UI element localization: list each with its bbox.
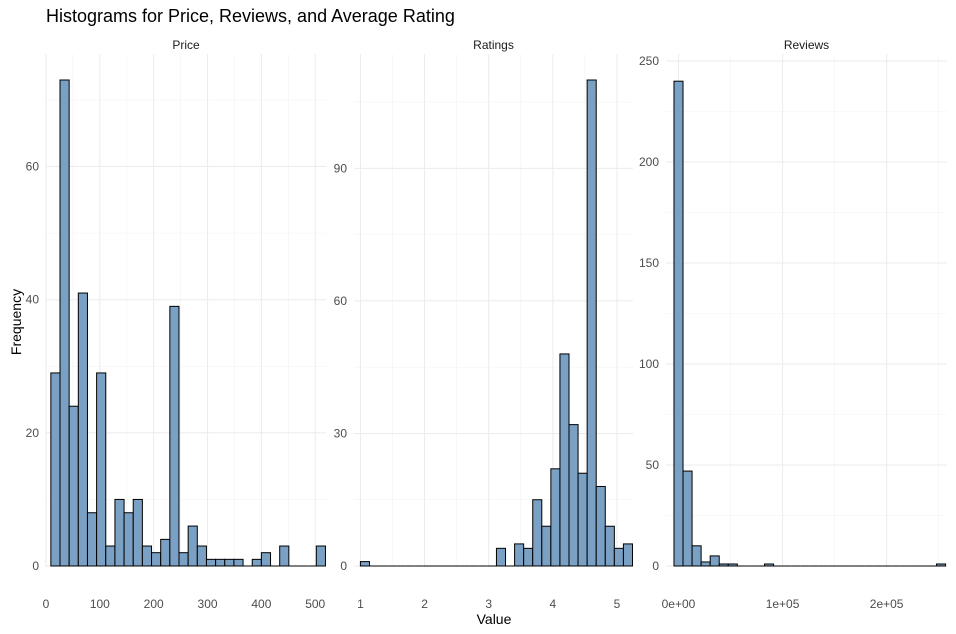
x-tick-label: 300 xyxy=(198,597,218,611)
panel-ratings: Ratings 1 2 3 4 5 0 30 60 90 xyxy=(334,38,633,611)
histogram-bar xyxy=(604,525,615,567)
histogram-bar xyxy=(532,499,543,567)
y-tick-label: 90 xyxy=(334,161,348,175)
histogram-bar xyxy=(114,498,125,567)
histogram-bar xyxy=(86,512,98,567)
histogram-bar xyxy=(68,405,79,567)
histogram-bar xyxy=(764,563,775,567)
histogram-bar xyxy=(260,552,272,567)
histogram-bar xyxy=(577,472,588,567)
y-tick-label: 30 xyxy=(334,426,348,440)
histogram-bar xyxy=(359,561,370,567)
histogram-bar xyxy=(141,545,153,567)
histogram-bar xyxy=(205,558,217,567)
histogram-bar xyxy=(709,555,720,567)
histogram-bar xyxy=(691,545,702,567)
histogram-bar xyxy=(523,547,534,567)
histogram-bar xyxy=(251,558,262,567)
histogram-bar xyxy=(586,79,597,567)
histogram-bar xyxy=(123,512,134,567)
histogram-bar xyxy=(673,80,684,567)
histogram-bar xyxy=(622,543,633,567)
histogram-bar xyxy=(559,353,570,567)
histogram-bar xyxy=(495,547,507,567)
histogram-bar xyxy=(279,545,290,567)
histogram-bar xyxy=(514,543,525,567)
x-tick-label: 200 xyxy=(144,597,164,611)
histogram-bar xyxy=(96,372,107,567)
histogram-bar xyxy=(233,558,244,567)
x-tick-label: 0 xyxy=(43,597,50,611)
x-tick-label: 4 xyxy=(549,597,556,611)
y-axis-title: Frequency xyxy=(8,289,24,355)
y-tick-label: 50 xyxy=(646,458,660,472)
histogram-bar xyxy=(196,545,207,567)
chart-title: Histograms for Price, Reviews, and Avera… xyxy=(46,6,455,26)
histogram-bar xyxy=(105,545,116,567)
panel-price: Price 0 100 200 300 400 500 0 20 40 60 xyxy=(26,38,326,611)
histogram-bar xyxy=(50,372,61,567)
histogram-bar xyxy=(700,561,711,567)
panel-label: Price xyxy=(172,38,200,52)
panel-label: Ratings xyxy=(473,38,514,52)
histogram-bar xyxy=(613,547,624,567)
histogram-bar xyxy=(178,552,189,567)
histogram-bar xyxy=(550,468,561,567)
y-tick-label: 0 xyxy=(340,559,347,573)
histogram-bar xyxy=(59,79,70,567)
panel-label: Reviews xyxy=(784,38,829,52)
panel-reviews: Reviews 0e+00 1e+05 2e+05 0 50 100 150 200 250 xyxy=(639,38,947,611)
histogram-bar xyxy=(682,470,693,567)
histogram-bar xyxy=(541,525,552,567)
histogram-bar xyxy=(595,485,606,567)
histogram-bar xyxy=(224,558,235,567)
histogram-bar xyxy=(132,498,143,567)
y-tick-label: 0 xyxy=(652,559,659,573)
x-tick-label: 0e+00 xyxy=(662,597,696,611)
x-axis-title: Value xyxy=(477,611,512,627)
x-tick-label: 100 xyxy=(90,597,110,611)
histogram-bar xyxy=(568,424,579,567)
histogram-bar xyxy=(77,292,88,567)
y-tick-label: 250 xyxy=(639,54,659,68)
x-tick-label: 1e+05 xyxy=(766,597,800,611)
y-tick-label: 150 xyxy=(639,256,659,270)
x-tick-label: 5 xyxy=(614,597,621,611)
histogram-bar xyxy=(215,558,226,567)
x-tick-label: 500 xyxy=(305,597,325,611)
histogram-bar xyxy=(727,563,738,567)
x-tick-label: 2e+05 xyxy=(870,597,904,611)
y-tick-label: 60 xyxy=(334,294,348,308)
histogram-bar xyxy=(160,538,171,567)
x-tick-label: 3 xyxy=(485,597,492,611)
y-tick-label: 60 xyxy=(26,160,40,174)
histogram-bar xyxy=(169,305,180,567)
histogram-bar xyxy=(187,525,198,567)
y-tick-label: 100 xyxy=(639,357,659,371)
x-tick-label: 2 xyxy=(421,597,428,611)
y-tick-label: 0 xyxy=(32,559,39,573)
histogram-bar xyxy=(315,545,326,567)
histogram-bar xyxy=(936,563,947,567)
histogram-bar xyxy=(718,563,729,567)
x-tick-label: 1 xyxy=(357,597,364,611)
y-tick-label: 20 xyxy=(26,426,40,440)
y-tick-label: 40 xyxy=(26,293,40,307)
y-tick-label: 200 xyxy=(639,155,659,169)
x-tick-label: 400 xyxy=(251,597,271,611)
histogram-bar xyxy=(151,552,162,567)
